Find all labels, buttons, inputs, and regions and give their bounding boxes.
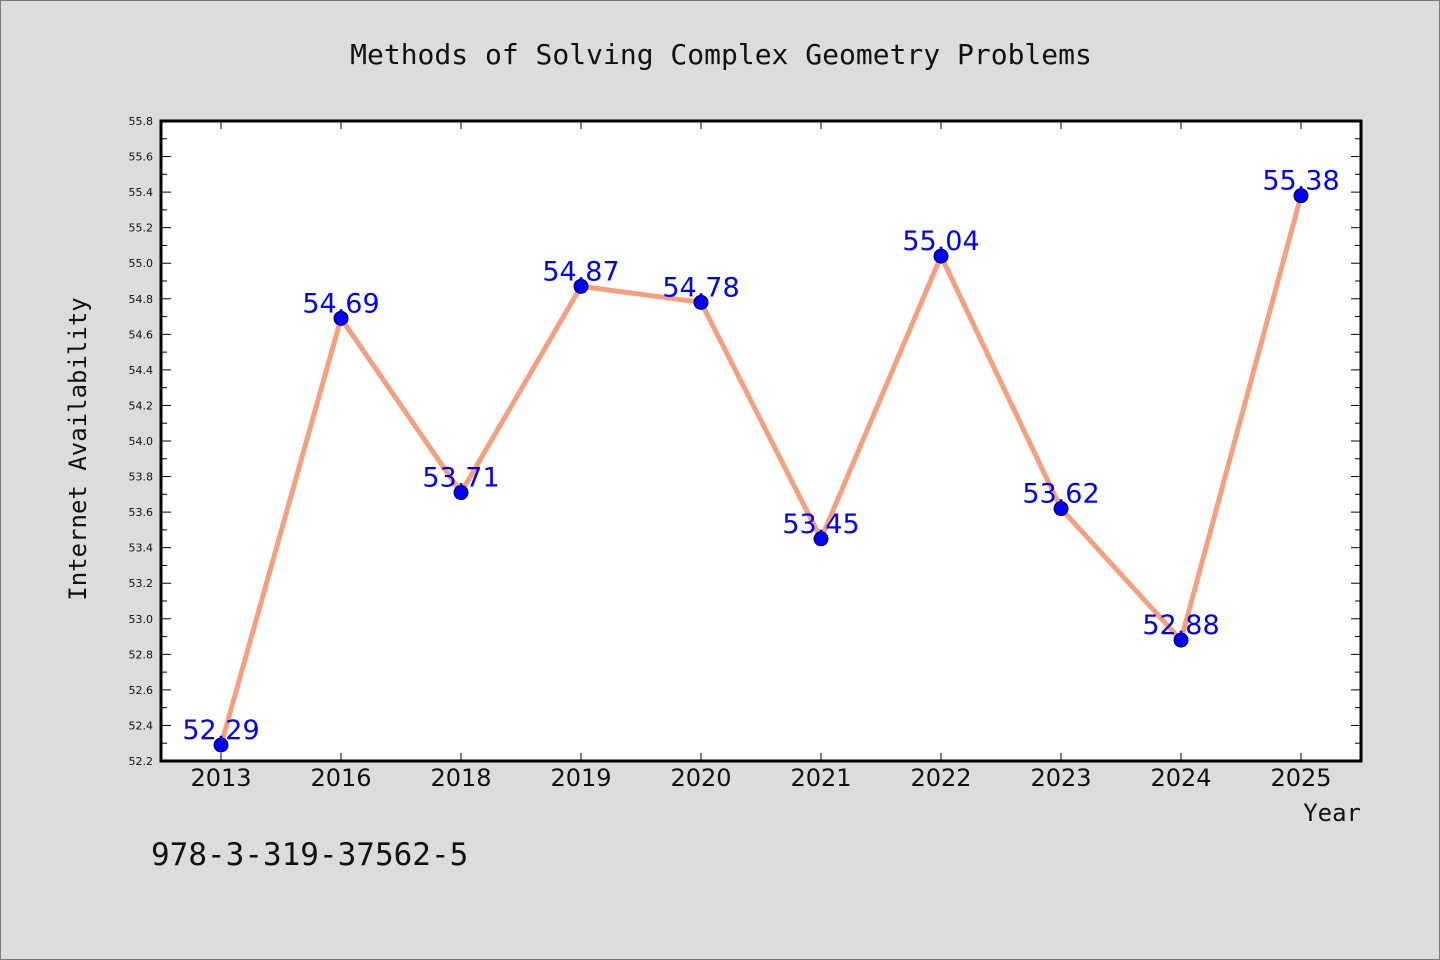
y-tick-label: 55.8 bbox=[129, 115, 154, 128]
data-label: 53.62 bbox=[1022, 479, 1099, 510]
x-tick-label: 2021 bbox=[790, 764, 851, 792]
data-label: 53.71 bbox=[422, 463, 499, 494]
y-tick-label: 55.2 bbox=[129, 222, 154, 235]
data-point bbox=[333, 310, 349, 326]
data-label: 54.87 bbox=[542, 256, 619, 287]
data-point bbox=[573, 278, 589, 294]
y-tick-label: 53.4 bbox=[129, 542, 154, 555]
x-tick-label: 2025 bbox=[1270, 764, 1331, 792]
x-tick-label: 2019 bbox=[550, 764, 611, 792]
y-tick-label: 52.4 bbox=[129, 719, 154, 732]
x-tick-label: 2022 bbox=[910, 764, 971, 792]
x-tick-label: 2016 bbox=[310, 764, 371, 792]
y-tick-label: 54.8 bbox=[129, 293, 154, 306]
x-tick-label: 2023 bbox=[1030, 764, 1091, 792]
x-tick-label: 2018 bbox=[430, 764, 491, 792]
series-layer bbox=[218, 193, 1304, 748]
y-tick-label: 54.2 bbox=[129, 399, 154, 412]
y-tick-label: 53.8 bbox=[129, 471, 154, 484]
y-tick-label: 52.2 bbox=[129, 755, 154, 768]
isbn-text: 978-3-319-37562-5 bbox=[151, 837, 468, 873]
data-label: 55.04 bbox=[902, 226, 979, 257]
plot-area bbox=[159, 119, 1363, 763]
y-tick-label: 54.4 bbox=[129, 364, 154, 377]
y-tick-label: 53.0 bbox=[129, 613, 154, 626]
data-label: 54.78 bbox=[662, 272, 739, 303]
chart-title: Methods of Solving Complex Geometry Prob… bbox=[350, 38, 1092, 71]
data-point bbox=[213, 737, 229, 753]
data-point bbox=[693, 294, 709, 310]
x-axis: 2013 2016 2018 2019 2020 2021 2022 2023 2024 2025 bbox=[190, 121, 1332, 792]
data-point bbox=[1173, 632, 1189, 648]
data-point bbox=[813, 531, 829, 547]
data-label: 52.88 bbox=[1142, 610, 1219, 641]
data-label: 52.29 bbox=[182, 715, 259, 746]
data-label: 55.38 bbox=[1262, 166, 1339, 197]
x-axis-title: Year bbox=[1303, 799, 1361, 827]
data-label-layer: 52.29 54.69 53.71 54.87 54.78 53.45 55.04 53.62… bbox=[182, 166, 1339, 746]
y-tick-label: 55.4 bbox=[129, 186, 154, 199]
data-point bbox=[453, 485, 469, 501]
y-tick-label: 54.6 bbox=[129, 328, 154, 341]
y-tick-label: 55.0 bbox=[129, 257, 154, 270]
data-point bbox=[1053, 501, 1069, 517]
series-line bbox=[218, 193, 1304, 748]
y-tick-label: 53.6 bbox=[129, 506, 154, 519]
data-point bbox=[933, 248, 949, 264]
y-tick-label: 55.6 bbox=[129, 151, 154, 164]
x-tick-label: 2013 bbox=[190, 764, 251, 792]
x-tick-label: 2024 bbox=[1150, 764, 1211, 792]
data-label: 53.45 bbox=[782, 509, 859, 540]
y-axis-title: Internet Availability bbox=[64, 297, 92, 600]
data-point bbox=[1293, 188, 1309, 204]
y-tick-label: 52.8 bbox=[129, 648, 154, 661]
x-tick-label: 2020 bbox=[670, 764, 731, 792]
marker-layer bbox=[213, 188, 1309, 753]
y-tick-label: 54.0 bbox=[129, 435, 154, 448]
data-label: 54.69 bbox=[302, 288, 379, 319]
y-tick-label: 53.2 bbox=[129, 577, 154, 590]
y-tick-label: 52.6 bbox=[129, 684, 154, 697]
y-axis: 52.2 52.4 52.6 52.8 53.0 53.2 53.4 53.6 53.8 54.0… bbox=[129, 115, 1361, 768]
